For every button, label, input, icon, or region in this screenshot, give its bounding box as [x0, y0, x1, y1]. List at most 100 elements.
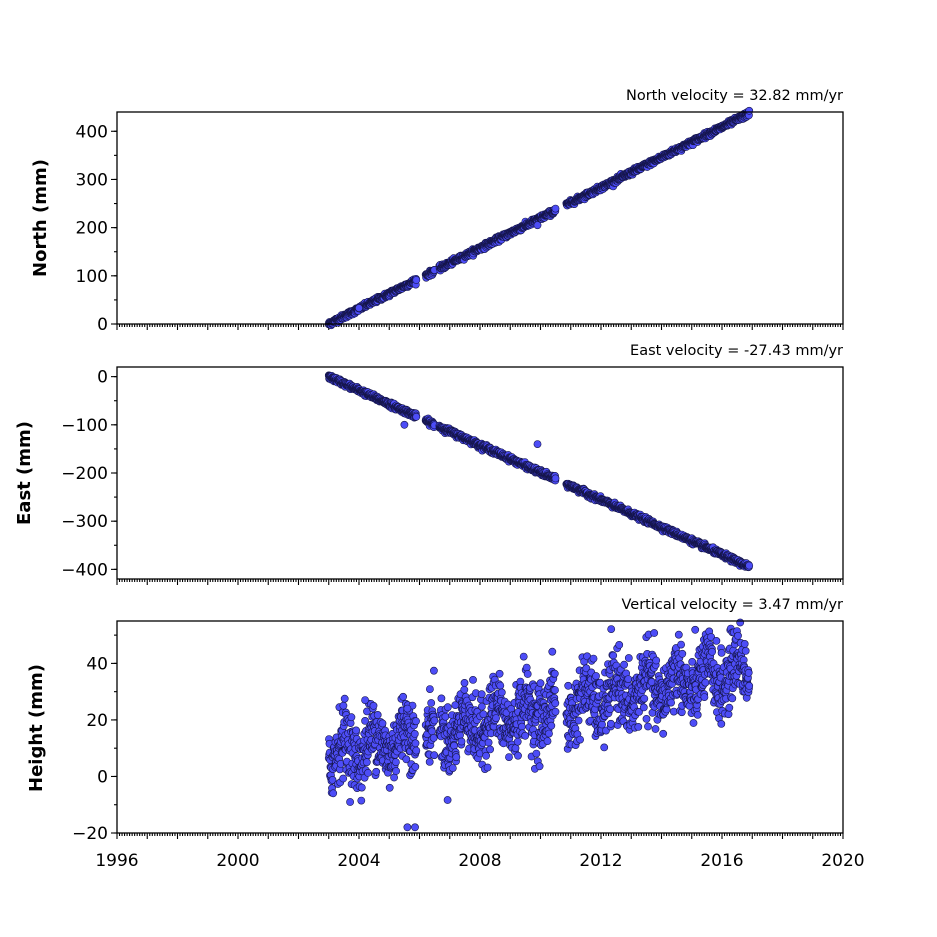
data-point — [477, 690, 486, 699]
data-point — [521, 731, 530, 740]
y-tick-label: 0 — [97, 767, 108, 787]
x-tick-label: 2008 — [458, 851, 501, 871]
data-point — [427, 699, 436, 707]
data-point — [452, 753, 461, 762]
data-point — [450, 741, 458, 750]
data-point — [547, 721, 556, 730]
data-point — [411, 762, 420, 771]
data-point — [522, 663, 531, 672]
y-tick-label: −20 — [72, 824, 108, 844]
data-point — [514, 751, 522, 760]
y-tick-label: −300 — [61, 512, 108, 532]
north-panel: North velocity = 32.82 mm/yr North (mm) … — [30, 88, 844, 335]
data-point — [427, 727, 436, 736]
data-point — [385, 783, 394, 792]
data-point — [364, 769, 372, 777]
data-point — [347, 713, 356, 722]
y-tick-label: −100 — [61, 416, 108, 436]
height-axis-label: Height (mm) — [26, 664, 47, 792]
height-panel: Vertical velocity = 3.47 mm/yr Height (m… — [26, 597, 865, 871]
data-point — [497, 688, 506, 697]
data-point — [483, 763, 492, 772]
x-tick-label: 1996 — [95, 851, 138, 871]
data-point — [357, 796, 366, 805]
x-tick-label: 2004 — [337, 851, 380, 871]
data-point — [357, 783, 366, 792]
data-point — [745, 561, 754, 570]
data-point — [369, 701, 378, 710]
north-velocity-title: North velocity = 32.82 mm/yr — [626, 88, 843, 104]
data-point — [412, 717, 420, 726]
east-panel: East velocity = -27.43 mm/yr East (mm) 0… — [14, 343, 844, 585]
data-point — [392, 767, 400, 775]
data-point — [372, 767, 381, 776]
y-tick-label: 400 — [76, 122, 108, 142]
data-point — [532, 749, 541, 758]
outlier-point — [533, 440, 542, 448]
data-point — [460, 679, 469, 687]
data-point — [492, 714, 500, 722]
data-point — [411, 739, 420, 748]
y-tick-label: 200 — [76, 219, 108, 239]
x-tick-label: 2000 — [216, 851, 259, 871]
data-point — [550, 669, 559, 678]
data-point — [391, 758, 400, 766]
y-tick-label: 0 — [97, 315, 108, 335]
data-point — [469, 676, 477, 684]
y-tick-label: 40 — [86, 654, 108, 674]
y-tick-label: −200 — [61, 464, 108, 484]
x-tick-label: 2020 — [821, 851, 864, 871]
x-tick-label: 2012 — [579, 851, 622, 871]
data-point — [551, 474, 560, 483]
data-point — [339, 774, 348, 783]
data-point — [340, 694, 349, 703]
data-point — [457, 737, 466, 746]
north-plot-frame — [116, 111, 844, 325]
data-point — [535, 762, 544, 771]
data-point — [412, 412, 421, 421]
data-point — [346, 798, 354, 806]
outlier-point — [533, 221, 542, 230]
north-axis-label: North (mm) — [30, 159, 51, 277]
data-point — [460, 685, 469, 694]
data-point — [543, 737, 552, 745]
data-point — [448, 764, 457, 772]
data-point — [425, 758, 434, 766]
data-point — [551, 707, 560, 716]
data-point — [551, 686, 559, 694]
y-tick-label: 20 — [86, 711, 108, 731]
data-point — [519, 652, 528, 661]
east-plot-frame — [116, 366, 844, 580]
data-point — [339, 701, 348, 710]
data-point — [399, 692, 407, 701]
outlier-point — [400, 420, 409, 429]
data-point — [412, 276, 421, 284]
data-point — [511, 744, 520, 753]
data-point — [545, 729, 553, 738]
data-point — [551, 204, 560, 213]
y-tick-label: −400 — [61, 560, 108, 580]
data-point — [443, 796, 452, 804]
data-point — [513, 737, 522, 746]
north-ticks: 0 100 200 300 400 — [76, 122, 844, 335]
east-data-points — [324, 371, 754, 572]
outlier-point — [355, 304, 363, 312]
data-point — [441, 712, 450, 721]
east-velocity-title: East velocity = -27.43 mm/yr — [630, 343, 843, 359]
data-point — [495, 669, 504, 678]
x-tick-label: 2016 — [700, 851, 743, 871]
data-point — [518, 722, 526, 731]
data-point — [412, 746, 421, 755]
y-tick-label: 0 — [97, 368, 108, 388]
data-point — [390, 773, 398, 782]
data-point — [410, 730, 419, 738]
data-point — [548, 647, 557, 656]
data-point — [551, 699, 560, 708]
east-axis-label: East (mm) — [14, 421, 35, 525]
data-point — [362, 758, 371, 767]
data-point — [437, 694, 446, 703]
height-data-points — [324, 618, 754, 832]
data-point — [523, 670, 532, 678]
data-point — [482, 751, 490, 760]
